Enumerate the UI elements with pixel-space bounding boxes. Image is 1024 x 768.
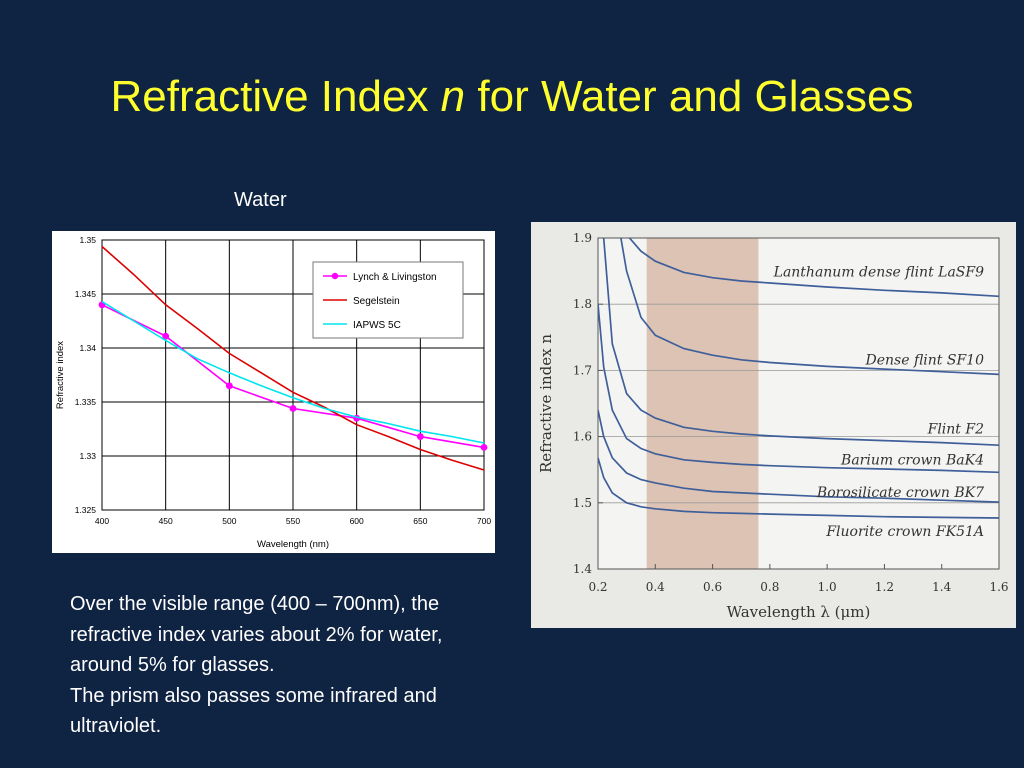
x-tick-label: 0.6 [703,580,722,594]
curve-label: Borosilicate crown BK7 [816,485,984,501]
y-tick-label: 1.335 [75,397,97,407]
body-paragraph-1: Over the visible range (400 – 700nm), th… [70,593,443,676]
y-tick-label: 1.345 [75,289,97,299]
x-tick-label: 1.2 [875,580,894,594]
x-tick-label: 1.4 [932,580,951,594]
y-tick-label: 1.8 [573,297,592,311]
legend-label: Lynch & Livingston [353,272,437,283]
curve-label: Flint F2 [927,421,984,437]
visible-band [646,238,759,569]
legend-marker [331,272,339,280]
glasses-chart-svg: 1.4 1.5 1.6 1.7 1.8 1.9 0.2 0.4 0.6 0.8 1.0 1.2 1.4 1… [537,231,1009,621]
y-tick-label: 1.33 [79,451,96,461]
x-tick-label: 650 [413,516,427,526]
data-point [289,405,297,412]
y-tick-label: 1.6 [573,430,592,444]
plot-frame [597,237,1000,570]
data-point [225,382,233,390]
series-line-1 [101,245,485,471]
x-tick-label: 450 [159,516,173,526]
series-line-2 [101,300,485,444]
data-point [416,433,424,440]
curve-label: Lanthanum dense flint LaSF9 [773,264,984,280]
body-text: Over the visible range (400 – 700nm), th… [70,589,510,742]
y-tick-label: 1.5 [573,496,592,510]
x-tick-label: 0.8 [760,580,779,594]
slide-title: Refractive Index n for Water and Glasses [0,66,1024,128]
title-main: Refractive Index [110,72,441,121]
glass-curve-0 [628,238,999,298]
x-tick-label: 1.6 [989,580,1008,594]
y-tick-label: 1.7 [573,363,592,377]
curve-label: Barium crown BaK4 [840,452,984,468]
x-tick-label: 400 [95,516,109,526]
curve-label: Fluorite crown FK51A [825,524,984,540]
glass-curve-4 [598,409,999,503]
x-axis-label: Wavelength λ (μm) [727,603,871,621]
x-tick-label: 600 [350,516,364,526]
curves-group [598,238,999,519]
data-point [480,443,488,451]
glass-curve-2 [602,238,999,447]
y-tick-label: 1.325 [75,505,97,515]
curve-label: Dense flint SF10 [865,352,985,368]
data-point [162,332,170,340]
glass-curve-5 [598,457,999,519]
x-tick-label: 550 [286,516,300,526]
x-tick-label: 500 [222,516,236,526]
water-chart-label: Water [234,189,287,211]
water-refractive-index-chart: 400 450 500 550 600 650 700 1.325 1.33 1.335 1.34 1… [52,231,495,553]
glass-curve-1 [620,238,999,376]
x-tick-label: 700 [477,516,491,526]
y-tick-label: 1.4 [573,562,592,576]
title-rest: for Water and Glasses [465,72,914,121]
legend-label: IAPWS 5C [353,320,401,331]
x-tick-label: 0.4 [646,580,665,594]
y-tick-label: 1.34 [79,343,96,353]
plot-frame [101,239,485,511]
y-tick-label: 1.9 [573,231,592,245]
glass-curve-3 [598,304,999,474]
body-paragraph-2: The prism also passes some infrared and … [70,684,437,738]
x-tick-label: 1.0 [818,580,837,594]
y-axis-label: Refractive index n [537,334,555,473]
x-axis-label: Wavelength (nm) [257,539,329,550]
glasses-refractive-index-chart: 1.4 1.5 1.6 1.7 1.8 1.9 0.2 0.4 0.6 0.8 1.0 1.2 1.4 1… [531,222,1016,628]
x-tick-label: 0.2 [588,580,607,594]
water-chart-svg: 400 450 500 550 600 650 700 1.325 1.33 1.335 1.34 1… [55,235,491,550]
y-axis-label: Refractive index [55,341,66,409]
y-tick-label: 1.35 [79,235,96,245]
title-variable: n [440,72,466,121]
legend-label: Segelstein [353,296,400,307]
